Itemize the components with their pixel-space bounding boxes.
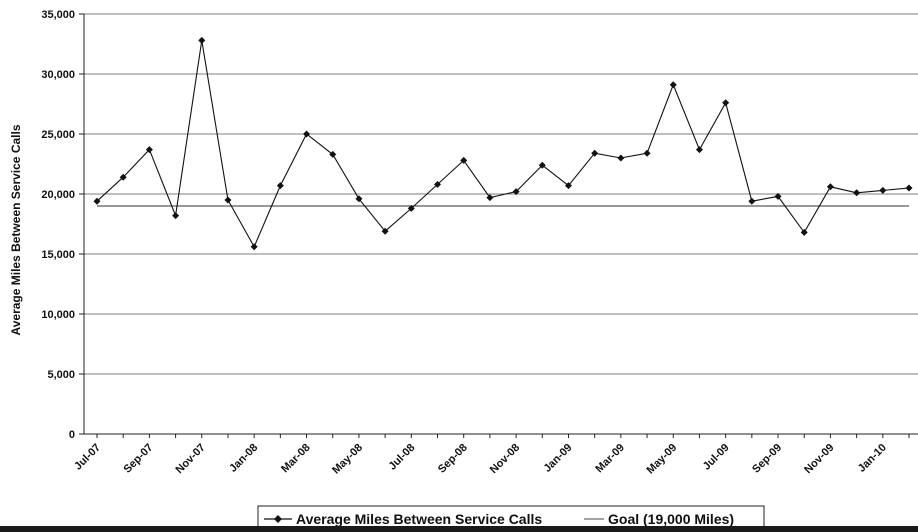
y-tick-label: 0 — [69, 429, 75, 441]
data-point — [643, 149, 651, 157]
legend-series-1-label: Average Miles Between Service Calls — [296, 511, 542, 527]
x-tick-label: Sep-08 — [436, 442, 470, 476]
data-point — [145, 146, 153, 154]
data-point — [722, 99, 730, 107]
x-tick-label: Mar-08 — [279, 442, 313, 476]
y-tick-label: 5,000 — [47, 369, 75, 381]
x-tick-label: Sep-09 — [750, 442, 784, 476]
data-point — [434, 180, 442, 188]
data-point — [879, 186, 887, 194]
y-tick-label: 20,000 — [41, 189, 75, 201]
x-tick-label: Jul-07 — [72, 442, 103, 473]
data-point — [617, 154, 625, 162]
data-point — [748, 197, 756, 205]
data-point — [512, 188, 520, 196]
y-tick-label: 25,000 — [41, 129, 75, 141]
data-point — [800, 228, 808, 236]
data-point — [276, 182, 284, 190]
series-line-average-miles — [96, 40, 910, 249]
data-point — [93, 197, 101, 205]
series-layer — [93, 36, 913, 251]
x-tick-label: Jul-09 — [701, 442, 732, 473]
legend-series-1-marker — [274, 515, 282, 523]
y-tick-label: 30,000 — [41, 69, 75, 81]
data-point — [119, 173, 127, 181]
y-tick-label: 15,000 — [41, 249, 75, 261]
data-point — [381, 227, 389, 235]
data-point — [460, 156, 468, 164]
y-tick-label: 35,000 — [41, 9, 75, 21]
x-tick-label: Jan-09 — [541, 442, 574, 475]
data-point — [538, 161, 546, 169]
data-point — [486, 194, 494, 202]
data-point — [329, 150, 337, 158]
data-point — [591, 149, 599, 157]
data-point — [669, 81, 677, 89]
x-tick-label: Jan-08 — [227, 442, 260, 475]
gridlines — [84, 13, 918, 435]
y-tick-label: 10,000 — [41, 309, 75, 321]
data-point — [224, 196, 232, 204]
y-axis-ticks: 0 5,000 10,000 15,000 20,000 25,000 30,000 35,0… — [41, 9, 84, 441]
x-tick-label: May-08 — [330, 442, 365, 477]
data-point — [695, 146, 703, 154]
bottom-border — [0, 526, 918, 532]
data-point — [250, 243, 258, 251]
x-axis-ticks: Jul-07 Sep-07 Nov-07 Jan-08 Mar-08 May-08 Jul-… — [72, 434, 910, 477]
x-tick-label: Sep-07 — [122, 442, 156, 476]
x-tick-label: Nov-07 — [173, 442, 207, 476]
data-point — [407, 204, 415, 212]
legend-series-2-label: Goal (19,000 Miles) — [608, 511, 734, 527]
data-point — [172, 212, 180, 220]
y-axis-label: Average Miles Between Service Calls — [9, 124, 23, 335]
data-point — [826, 183, 834, 191]
x-tick-label: Nov-08 — [488, 442, 522, 476]
data-point — [564, 182, 572, 190]
data-point — [774, 192, 782, 200]
data-point — [303, 130, 311, 138]
x-tick-label: Nov-09 — [802, 442, 836, 476]
data-point — [905, 184, 913, 192]
x-tick-label: Mar-09 — [593, 442, 627, 476]
axes — [83, 14, 918, 435]
data-point — [853, 189, 861, 197]
data-point — [198, 36, 206, 44]
data-point — [355, 195, 363, 203]
x-tick-label: Jul-08 — [386, 442, 417, 473]
x-tick-label: May-09 — [645, 442, 680, 477]
x-tick-label: Jan-10 — [856, 442, 889, 475]
